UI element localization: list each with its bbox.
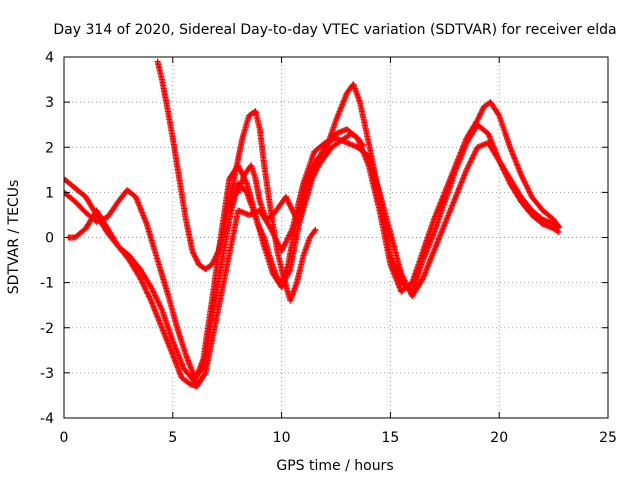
data-point	[309, 174, 316, 181]
data-point	[213, 252, 220, 259]
x-tick-label: 10	[273, 430, 291, 446]
data-point	[419, 276, 426, 283]
data-point	[312, 167, 319, 174]
y-axis-label: SDTVAR / TECUs	[6, 180, 22, 295]
data-point	[310, 173, 317, 180]
y-tick-label: -1	[40, 276, 54, 292]
y-tick-label: 2	[45, 140, 54, 156]
data-point	[360, 142, 367, 149]
data-point	[479, 107, 486, 114]
data-point	[290, 210, 297, 217]
data-point	[209, 260, 216, 267]
data-point	[314, 165, 321, 172]
data-point	[475, 115, 482, 122]
data-point	[192, 254, 199, 261]
data-point	[291, 211, 298, 218]
data-point	[189, 248, 196, 255]
data-point	[309, 175, 316, 182]
x-tick-label: 15	[381, 430, 399, 446]
data-point	[191, 252, 198, 259]
y-tick-label: 3	[45, 95, 54, 111]
data-point	[190, 249, 197, 256]
data-point	[286, 202, 293, 209]
data-point	[288, 206, 295, 213]
data-point	[290, 208, 297, 215]
data-point	[212, 253, 219, 260]
series-track-e	[235, 130, 367, 227]
data-point	[476, 113, 483, 120]
x-tick-label: 0	[60, 430, 69, 446]
data-point	[311, 171, 318, 178]
data-point	[284, 197, 291, 204]
data-point	[311, 170, 318, 177]
data-point	[311, 228, 318, 235]
data-point	[289, 207, 296, 214]
y-tick-label: 1	[45, 185, 54, 201]
data-point	[237, 167, 244, 174]
data-point	[201, 371, 208, 378]
x-tick-label: 5	[168, 430, 177, 446]
data-point	[292, 212, 299, 219]
data-point	[292, 214, 299, 221]
data-point	[193, 256, 200, 263]
data-point	[208, 261, 215, 268]
x-tick-label: 20	[490, 430, 508, 446]
data-point	[285, 199, 292, 206]
data-point	[313, 166, 320, 173]
data-point	[214, 249, 221, 256]
data-point	[210, 257, 217, 264]
data-point	[478, 109, 485, 116]
data-point	[212, 254, 219, 261]
data-point	[214, 250, 221, 257]
data-point	[190, 250, 197, 257]
data-point	[286, 267, 293, 274]
chart-title: Day 314 of 2020, Sidereal Day-to-day VTE…	[53, 22, 616, 38]
data-point	[555, 229, 562, 236]
data-point	[554, 228, 561, 235]
y-tick-label: -2	[40, 321, 54, 337]
data-point	[312, 226, 319, 233]
data-point	[211, 256, 218, 263]
data-points	[64, 58, 563, 390]
x-tick-label: 25	[599, 430, 617, 446]
data-point	[288, 204, 295, 211]
data-point	[286, 200, 293, 207]
y-tick-label: -4	[40, 411, 54, 427]
data-point	[194, 258, 201, 265]
data-point	[312, 169, 319, 176]
data-point	[359, 141, 366, 148]
y-tick-label: -3	[40, 366, 54, 382]
y-tick-label: 0	[45, 231, 54, 247]
data-point	[479, 106, 486, 113]
data-point	[238, 169, 245, 176]
data-point	[284, 196, 291, 203]
data-point	[210, 258, 217, 265]
data-point	[293, 215, 300, 222]
data-point	[477, 110, 484, 117]
x-axis-label: GPS time / hours	[276, 458, 393, 474]
data-point	[283, 195, 290, 202]
data-point	[285, 268, 292, 275]
y-tick-label: 4	[45, 50, 54, 66]
data-point	[475, 114, 482, 121]
data-point	[495, 111, 502, 118]
data-point	[285, 270, 292, 277]
series-track-d	[154, 58, 319, 304]
data-point	[191, 253, 198, 260]
data-point	[477, 111, 484, 118]
series-track-c	[65, 81, 562, 385]
data-layer	[64, 58, 563, 390]
data-point	[282, 193, 289, 200]
data-point	[287, 203, 294, 210]
axes: 0 5 10 15 20 25 -4 -3 -2 -1 0 1 2 3 4	[40, 50, 617, 446]
data-point	[193, 257, 200, 264]
